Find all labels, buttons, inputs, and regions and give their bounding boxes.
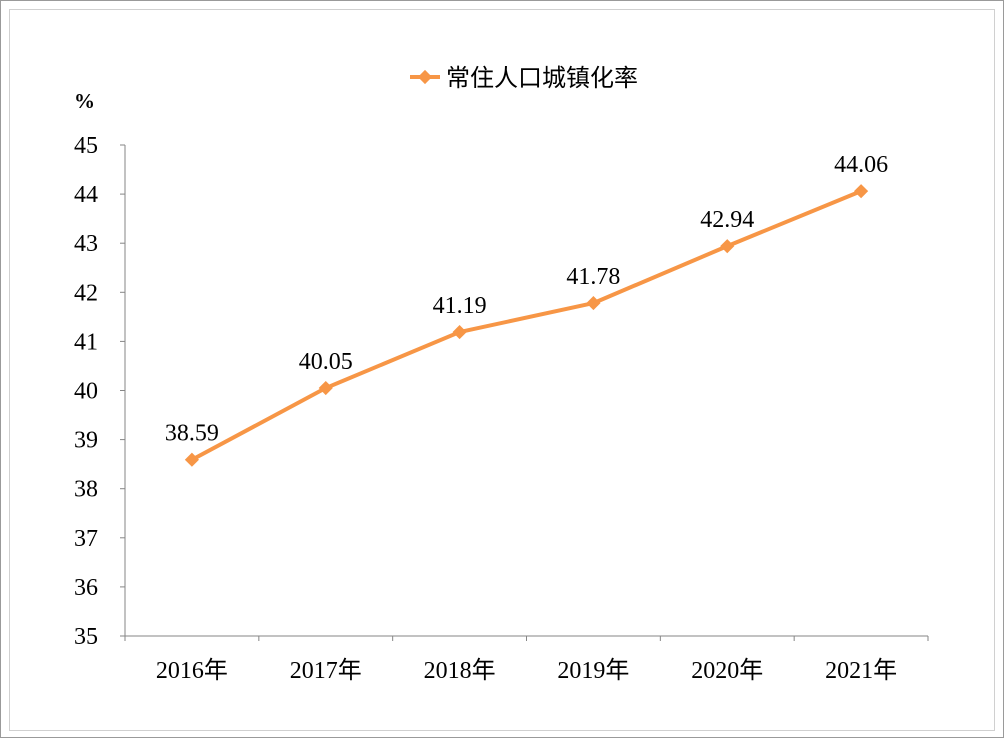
data-label: 42.94 bbox=[700, 207, 754, 233]
y-tick-label: 44 bbox=[74, 182, 98, 208]
x-tick-label: 2017年 bbox=[290, 657, 362, 684]
x-tick-label: 2021年 bbox=[825, 657, 897, 684]
y-axis-ticks: 35 36 37 38 39 40 41 42 43 44 45 bbox=[74, 133, 125, 650]
data-point-marker bbox=[720, 239, 735, 254]
y-tick-label: 37 bbox=[74, 526, 98, 552]
x-axis-ticks: 2016年 2017年 2018年 2019年 2020年 2021年 bbox=[124, 636, 929, 684]
data-point-marker bbox=[184, 452, 199, 467]
y-tick-label: 35 bbox=[74, 624, 98, 650]
legend-diamond-marker bbox=[417, 69, 433, 85]
y-tick-label: 42 bbox=[74, 280, 98, 306]
data-label: 38.59 bbox=[165, 421, 219, 447]
x-tick-label: 2020年 bbox=[691, 657, 763, 684]
y-tick-label: 36 bbox=[74, 575, 98, 601]
y-tick-label: 38 bbox=[74, 477, 98, 503]
series-line bbox=[190, 189, 862, 462]
chart-area-border bbox=[9, 9, 995, 731]
legend-label: 常住人口城镇化率 bbox=[446, 65, 638, 92]
y-tick-label: 45 bbox=[74, 133, 98, 159]
data-point-marker bbox=[318, 380, 333, 396]
y-tick-label: 39 bbox=[74, 428, 98, 454]
y-tick-label: 43 bbox=[74, 231, 98, 257]
data-label: 41.19 bbox=[433, 293, 487, 319]
data-point-marker bbox=[586, 296, 601, 311]
data-point-marker bbox=[452, 324, 467, 340]
data-label: 44.06 bbox=[834, 152, 888, 178]
data-labels: 38.59 40.05 41.19 41.78 42.94 44.06 bbox=[165, 152, 888, 447]
x-tick-label: 2016年 bbox=[156, 657, 228, 684]
data-label: 40.05 bbox=[299, 349, 353, 375]
data-label: 41.78 bbox=[566, 264, 620, 290]
legend: 常住人口城镇化率 bbox=[410, 65, 638, 92]
y-tick-label: 40 bbox=[74, 379, 98, 405]
series-markers bbox=[184, 184, 869, 467]
x-tick-label: 2018年 bbox=[424, 657, 496, 684]
y-tick-label: 41 bbox=[74, 329, 98, 355]
x-tick-label: 2019年 bbox=[557, 657, 629, 684]
data-point-marker bbox=[854, 184, 869, 199]
y-axis-unit-label: % bbox=[74, 89, 95, 113]
